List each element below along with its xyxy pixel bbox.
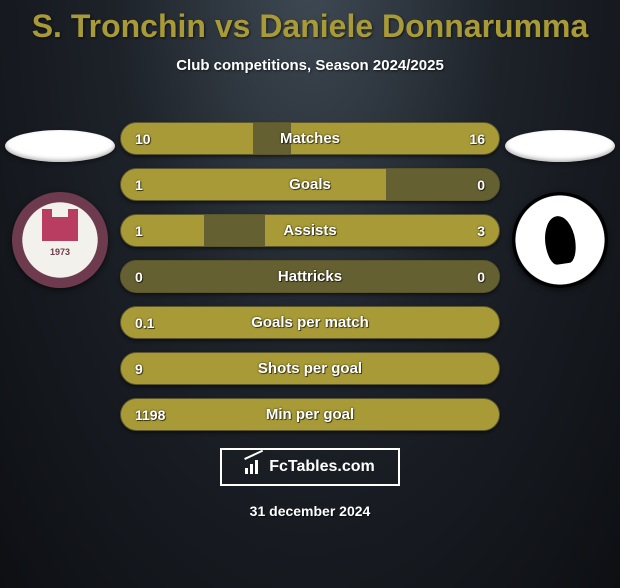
stat-value-right: 0 xyxy=(477,269,485,285)
stat-value-left: 9 xyxy=(135,361,143,377)
snapshot-date: 31 december 2024 xyxy=(250,503,371,519)
castle-icon xyxy=(42,217,78,241)
stat-row: 0.1 Goals per match xyxy=(120,306,500,339)
subtitle: Club competitions, Season 2024/2025 xyxy=(0,57,620,74)
stat-row: 1198 Min per goal xyxy=(120,398,500,431)
seahorse-icon xyxy=(542,214,578,266)
stat-value-left: 0.1 xyxy=(135,315,154,331)
stat-value-right: 0 xyxy=(477,177,485,193)
left-team-badge: 1973 xyxy=(12,192,108,288)
stat-value-left: 1 xyxy=(135,177,143,193)
stat-value-right: 3 xyxy=(477,223,485,239)
site-logo-text: FcTables.com xyxy=(269,458,375,476)
stat-label: Hattricks xyxy=(278,268,342,285)
stat-value-left: 0 xyxy=(135,269,143,285)
left-player-avatar-placeholder xyxy=(5,130,115,162)
chart-icon xyxy=(245,460,265,474)
stat-row: 1 3 Assists xyxy=(120,214,500,247)
stat-fill-left xyxy=(121,169,386,200)
stat-label: Shots per goal xyxy=(258,360,362,377)
stat-row: 0 0 Hattricks xyxy=(120,260,500,293)
stat-value-left: 10 xyxy=(135,131,151,147)
stat-label: Matches xyxy=(280,130,340,147)
right-team-badge xyxy=(512,192,608,288)
stat-fill-left xyxy=(121,215,204,246)
stat-label: Goals xyxy=(289,176,331,193)
left-team-year: 1973 xyxy=(50,247,70,257)
stat-bars: 1016Matches10Goals13Assists00Hattricks0.… xyxy=(120,122,500,431)
right-player-column xyxy=(500,122,620,288)
stat-label: Min per goal xyxy=(266,406,354,423)
stat-row: 9 Shots per goal xyxy=(120,352,500,385)
stat-value-left: 1198 xyxy=(135,407,165,423)
site-logo: FcTables.com xyxy=(220,448,400,486)
stat-label: Goals per match xyxy=(251,314,369,331)
right-player-avatar-placeholder xyxy=(505,130,615,162)
stat-row: 1 0 Goals xyxy=(120,168,500,201)
stat-label: Assists xyxy=(283,222,336,239)
stat-value-right: 16 xyxy=(469,131,485,147)
stat-row: 10 16 Matches xyxy=(120,122,500,155)
left-player-column: 1973 xyxy=(0,122,120,288)
stat-value-left: 1 xyxy=(135,223,143,239)
comparison-content: 1973 1016Matches10Goals13Assists00Hattri… xyxy=(0,122,620,431)
comparison-title: S. Tronchin vs Daniele Donnarumma xyxy=(0,8,620,45)
